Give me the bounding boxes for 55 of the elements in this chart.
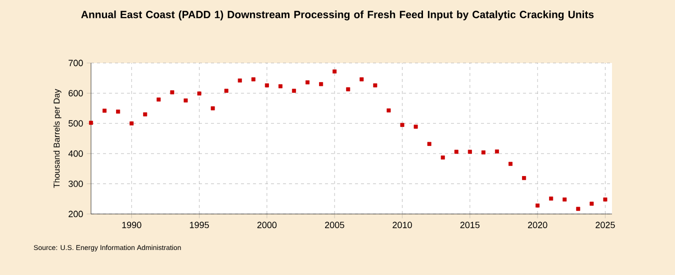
point (386, 108, 391, 112)
point (603, 197, 608, 202)
y-tick-label: 700 (68, 60, 83, 66)
chart-title: Annual East Coast (PADD 1) Downstream Processing of Fresh Feed Input by Catalytic Cracking Units (81, 10, 594, 20)
point (562, 197, 567, 202)
x-tick-label: 2025 (596, 222, 615, 228)
x-tick-label: 2020 (528, 222, 548, 228)
point (481, 150, 486, 154)
point (590, 202, 594, 206)
point (549, 196, 554, 201)
point (440, 156, 445, 160)
y-tick-label: 300 (68, 180, 83, 187)
point (170, 90, 174, 94)
point (468, 150, 472, 154)
point (116, 110, 120, 114)
point (494, 149, 499, 154)
point (346, 87, 350, 92)
x-tick-label: 2015 (460, 222, 480, 228)
point (89, 120, 94, 125)
point (210, 106, 215, 110)
point (400, 122, 404, 127)
point (238, 78, 242, 83)
point (184, 98, 188, 102)
y-tick-label: 200 (68, 210, 83, 218)
y-tick-label: 500 (68, 120, 83, 127)
point (536, 204, 540, 208)
point (130, 121, 134, 126)
point (427, 142, 432, 146)
y-axis-title: Thousand Barrels per Day (53, 88, 62, 188)
point (332, 69, 337, 74)
point (292, 88, 296, 93)
point (319, 82, 324, 86)
point (224, 88, 228, 93)
point (522, 176, 526, 180)
point (508, 162, 513, 166)
point (306, 80, 310, 84)
point (156, 98, 161, 102)
point (414, 124, 418, 129)
point (373, 83, 378, 88)
point (264, 83, 269, 88)
point (454, 150, 458, 154)
x-tick-label: 1995 (190, 222, 209, 228)
point (278, 84, 282, 88)
point (251, 77, 256, 82)
point (143, 112, 148, 116)
y-tick-label: 600 (68, 90, 83, 96)
x-tick-label: 1990 (122, 222, 142, 228)
point (197, 92, 202, 96)
y-tick-label: 400 (68, 150, 83, 157)
x-tick-label: 2000 (257, 222, 277, 228)
x-tick-label: 2005 (325, 222, 344, 228)
point (576, 206, 580, 211)
point (360, 77, 364, 82)
point (102, 108, 107, 113)
x-tick-label: 2010 (392, 222, 412, 228)
